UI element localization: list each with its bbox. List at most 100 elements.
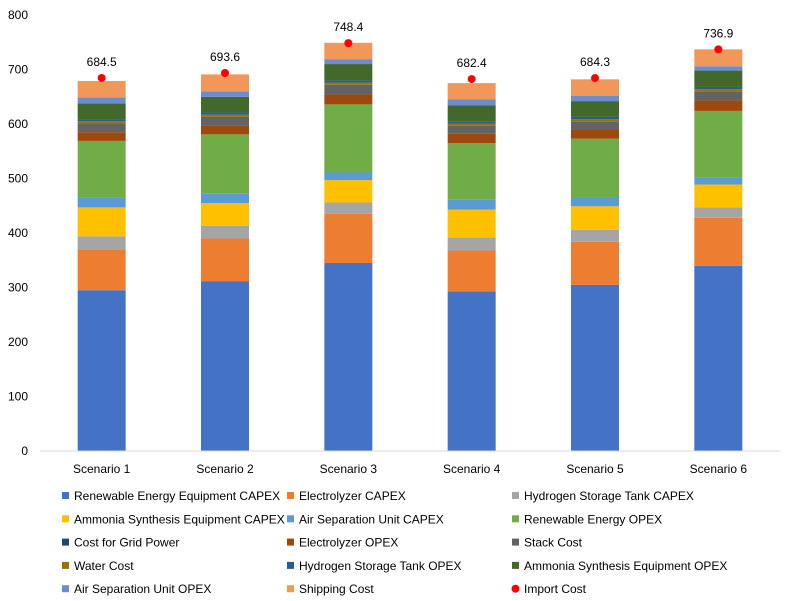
- bar-segment: [324, 213, 373, 263]
- y-tick-label: 800: [8, 8, 28, 22]
- bar-segment: [571, 119, 619, 122]
- bar-segment: [447, 199, 496, 210]
- bar-segment: [571, 284, 619, 451]
- bar-segment: [694, 66, 743, 71]
- bar-segment: [324, 104, 373, 173]
- bar-segment: [324, 94, 373, 105]
- bar-segment: [447, 83, 496, 100]
- bar-segment: [201, 74, 249, 92]
- bar-segment: [694, 265, 743, 451]
- legend-label: Water Cost: [74, 559, 134, 573]
- y-tick-label: 200: [8, 335, 28, 349]
- y-tick-label: 0: [21, 444, 28, 458]
- bar-segment: [447, 121, 496, 124]
- import-cost-marker: [97, 73, 106, 82]
- legend-label: Electrolyzer OPEX: [299, 536, 398, 550]
- legend-label: Cost for Grid Power: [74, 536, 179, 550]
- bar-segment: [324, 59, 373, 65]
- bar-segment: [77, 236, 126, 250]
- import-cost-marker: [714, 45, 723, 54]
- bar-segment: [694, 177, 743, 185]
- bar-segment: [694, 100, 743, 111]
- y-tick-label: 500: [8, 172, 28, 186]
- bar-segment: [77, 103, 126, 120]
- bar-segment: [447, 105, 496, 122]
- legend-swatch: [512, 561, 519, 569]
- bar-segment: [694, 184, 743, 208]
- bar-segment: [201, 91, 249, 97]
- bar-segment: [447, 133, 496, 144]
- bar-segment: [571, 79, 619, 96]
- bar-segment: [571, 138, 619, 198]
- bar-segment: [447, 250, 496, 292]
- bar-segment: [571, 241, 619, 285]
- bar-segment: [447, 125, 496, 134]
- data-label: 693.6: [210, 50, 240, 64]
- y-tick-label: 600: [8, 117, 28, 131]
- bar-segment: [201, 125, 249, 135]
- import-cost-marker: [344, 39, 353, 48]
- bar-segment: [447, 291, 496, 451]
- legend-swatch: [62, 492, 69, 499]
- bar-segment: [324, 64, 373, 81]
- bar-segment: [447, 123, 496, 126]
- bar-segment: [694, 70, 743, 87]
- bar-segment: [324, 180, 373, 203]
- bar-segment: [694, 86, 743, 90]
- legend-swatch: [62, 561, 69, 569]
- data-label: 748.4: [333, 20, 363, 34]
- bar-segment: [571, 95, 619, 102]
- x-tick-label: Scenario 3: [320, 462, 378, 476]
- bar-segment: [694, 49, 743, 67]
- bar-segment: [694, 217, 743, 266]
- import-cost-marker: [591, 74, 599, 83]
- legend-swatch: [512, 492, 519, 499]
- bar-segment: [324, 172, 373, 181]
- legend-label: Shipping Cost: [299, 582, 374, 596]
- bar-segment: [324, 262, 373, 451]
- legend-swatch: [512, 538, 519, 546]
- bar-segment: [447, 237, 496, 251]
- bar-segment: [77, 207, 126, 237]
- y-axis: 0 100 200 300 400 500 600 700 800: [8, 8, 28, 458]
- bar-segment: [77, 290, 126, 451]
- x-tick-label: Scenario 4: [443, 462, 501, 476]
- legend-swatch: [512, 515, 519, 523]
- bar-segment: [571, 206, 619, 230]
- bars: [77, 42, 743, 451]
- legend-swatch: [287, 515, 294, 523]
- legend: Renewable Energy Equipment CAPEX Electrol…: [62, 489, 727, 596]
- legend-swatch: [287, 585, 294, 593]
- bar-segment: [324, 80, 373, 83]
- bar-segment: [77, 249, 126, 291]
- import-cost-marker: [221, 68, 229, 77]
- x-tick-label: Scenario 5: [566, 462, 624, 476]
- bar-segment: [447, 143, 496, 200]
- data-label: 684.5: [87, 55, 117, 69]
- bar-segment: [694, 89, 743, 92]
- bar-segment: [201, 193, 249, 204]
- data-label: 682.4: [457, 56, 487, 70]
- bar-segment: [324, 42, 373, 60]
- bar-segment: [447, 209, 496, 238]
- legend-swatch: [511, 584, 520, 593]
- x-tick-label: Scenario 6: [690, 462, 748, 476]
- bar-segment: [694, 110, 743, 178]
- bar-segment: [77, 119, 126, 122]
- bar-segment: [694, 91, 743, 101]
- x-tick-label: Scenario 2: [196, 462, 254, 476]
- bar-segment: [201, 116, 249, 126]
- legend-swatch: [287, 492, 294, 499]
- y-tick-label: 300: [8, 281, 28, 295]
- bar-segment: [201, 238, 249, 282]
- bar-segment: [201, 225, 249, 239]
- legend-label: Renewable Energy Equipment CAPEX: [74, 489, 280, 503]
- legend-swatch: [62, 538, 69, 546]
- legend-label: Stack Cost: [524, 536, 583, 550]
- legend-label: Air Separation Unit CAPEX: [299, 512, 444, 526]
- legend-label: Electrolyzer CAPEX: [299, 489, 406, 503]
- bar-segment: [201, 114, 249, 117]
- bar-segment: [571, 101, 619, 117]
- legend-swatch: [62, 515, 69, 523]
